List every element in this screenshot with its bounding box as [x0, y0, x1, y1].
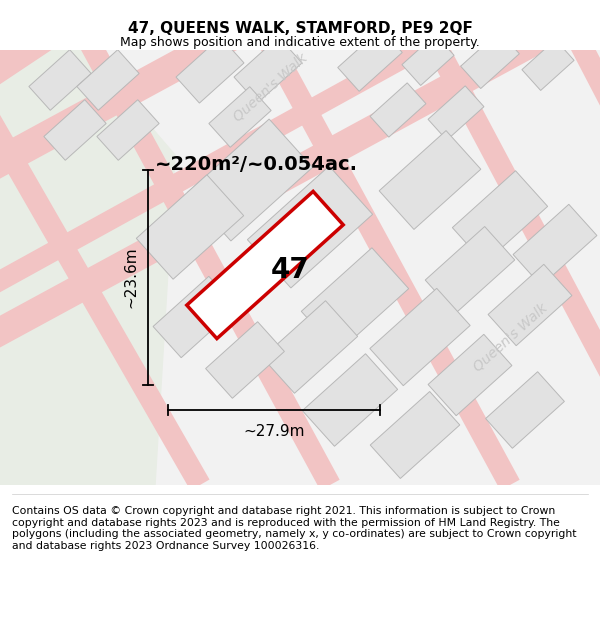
Polygon shape — [425, 226, 515, 314]
Polygon shape — [402, 34, 454, 86]
Text: ~23.6m: ~23.6m — [123, 247, 138, 308]
Polygon shape — [250, 20, 520, 490]
Polygon shape — [247, 166, 373, 288]
Text: 47, QUEENS WALK, STAMFORD, PE9 2QF: 47, QUEENS WALK, STAMFORD, PE9 2QF — [128, 21, 472, 36]
Polygon shape — [370, 83, 426, 137]
Text: 47: 47 — [271, 256, 310, 284]
Polygon shape — [70, 20, 340, 490]
Polygon shape — [428, 86, 484, 140]
Polygon shape — [206, 322, 284, 398]
Polygon shape — [0, 44, 209, 491]
Text: Contains OS data © Crown copyright and database right 2021. This information is : Contains OS data © Crown copyright and d… — [12, 506, 577, 551]
Text: Queen's Walk: Queen's Walk — [470, 300, 550, 374]
Polygon shape — [0, 50, 175, 485]
Polygon shape — [410, 10, 600, 490]
Polygon shape — [187, 191, 343, 339]
Polygon shape — [370, 288, 470, 386]
Polygon shape — [513, 204, 597, 286]
Polygon shape — [301, 248, 409, 352]
Polygon shape — [29, 50, 91, 110]
Text: Map shows position and indicative extent of the property.: Map shows position and indicative extent… — [120, 36, 480, 49]
Polygon shape — [0, 0, 600, 218]
Polygon shape — [234, 37, 302, 103]
Polygon shape — [0, 0, 505, 334]
Polygon shape — [0, 0, 600, 388]
Polygon shape — [428, 334, 512, 416]
Polygon shape — [379, 131, 481, 229]
Polygon shape — [550, 0, 600, 490]
Polygon shape — [209, 87, 271, 148]
Text: ~220m²/~0.054ac.: ~220m²/~0.054ac. — [155, 156, 358, 174]
Text: Queen's Walk: Queen's Walk — [230, 50, 310, 124]
Polygon shape — [153, 276, 237, 358]
Polygon shape — [187, 119, 313, 241]
Polygon shape — [338, 29, 402, 91]
Polygon shape — [485, 372, 565, 448]
Polygon shape — [302, 354, 398, 446]
Polygon shape — [461, 31, 520, 89]
Text: ~27.9m: ~27.9m — [243, 424, 305, 439]
Polygon shape — [488, 264, 572, 346]
Polygon shape — [136, 175, 244, 279]
Polygon shape — [370, 391, 460, 479]
Polygon shape — [176, 37, 244, 103]
Polygon shape — [77, 50, 139, 110]
Polygon shape — [44, 100, 106, 160]
Polygon shape — [522, 39, 574, 91]
Polygon shape — [0, 0, 459, 98]
Polygon shape — [452, 171, 548, 263]
Polygon shape — [97, 100, 159, 160]
Polygon shape — [262, 301, 358, 393]
